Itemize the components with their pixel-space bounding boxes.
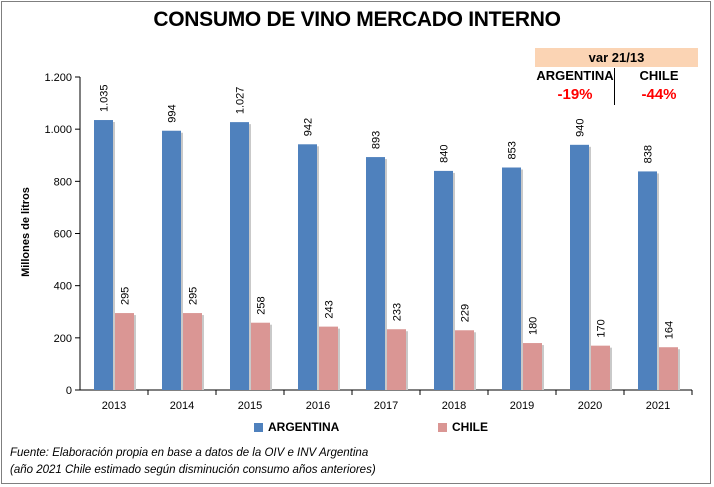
data-label: 853: [507, 141, 519, 159]
legend-item-argentina: ARGENTINA: [254, 420, 339, 434]
bar-chile: [115, 313, 134, 390]
x-tick-label: 2018: [442, 400, 466, 412]
variation-header: var 21/13: [535, 48, 698, 67]
legend-swatch-argentina: [254, 422, 263, 432]
bar-chile: [183, 313, 202, 390]
data-label: 994: [167, 104, 179, 122]
x-tick-label: 2020: [578, 400, 602, 412]
data-label: 942: [303, 118, 315, 136]
x-tick-label: 2017: [374, 400, 398, 412]
bar-chile: [387, 329, 406, 390]
y-tick-label: 600: [54, 229, 72, 241]
bar-argentina: [366, 157, 385, 390]
data-label: 229: [460, 304, 472, 322]
variation-chile-value: -44%: [641, 86, 677, 103]
legend-label-chile: CHILE: [452, 420, 488, 434]
legend-swatch-chile: [438, 422, 447, 432]
data-label: 258: [256, 296, 268, 314]
source-note-line2: (año 2021 Chile estimado según disminuci…: [10, 464, 376, 476]
variation-argentina-value: -19%: [557, 86, 593, 103]
bar-chile: [523, 343, 542, 390]
data-label: 1.035: [99, 85, 111, 113]
x-tick-label: 2016: [306, 400, 330, 412]
data-label: 940: [575, 118, 587, 136]
y-tick-label: 1.000: [44, 124, 72, 136]
bar-argentina: [638, 171, 657, 390]
bar-argentina: [298, 144, 317, 390]
y-tick-label: 0: [66, 385, 72, 397]
data-label: 893: [371, 131, 383, 149]
bar-argentina: [502, 167, 521, 390]
bar-argentina: [230, 122, 249, 390]
chart-title: CONSUMO DE VINO MERCADO INTERNO: [153, 8, 561, 31]
x-tick-label: 2013: [102, 400, 126, 412]
y-tick-label: 1.200: [44, 72, 72, 84]
y-tick-label: 200: [54, 333, 72, 345]
x-tick-label: 2019: [510, 400, 534, 412]
bar-chile: [319, 326, 338, 390]
variation-chile-label: CHILE: [639, 68, 679, 83]
legend-label-argentina: ARGENTINA: [268, 420, 340, 434]
data-label: 838: [643, 145, 655, 163]
x-tick-label: 2014: [170, 400, 194, 412]
bar-argentina: [570, 144, 589, 390]
bar-chile: [251, 322, 270, 390]
bar-argentina: [94, 120, 113, 390]
bar-chile: [455, 330, 474, 390]
x-tick-label: 2015: [238, 400, 262, 412]
source-note-line1: Fuente: Elaboración propia en base a dat…: [10, 447, 369, 459]
data-label: 164: [664, 321, 676, 339]
y-tick-label: 400: [54, 281, 72, 293]
bar-chile: [591, 345, 610, 390]
y-tick-label: 800: [54, 176, 72, 188]
bar-argentina: [434, 170, 453, 390]
data-label: 1.027: [235, 87, 247, 115]
data-label: 840: [439, 145, 451, 163]
x-tick-label: 2021: [646, 400, 670, 412]
data-label: 295: [188, 287, 200, 305]
data-label: 233: [392, 303, 404, 321]
data-label: 170: [596, 319, 608, 337]
data-label: 243: [324, 300, 336, 318]
legend-item-chile: CHILE: [438, 420, 488, 434]
data-label: 180: [528, 317, 540, 335]
bar-chile: [659, 347, 678, 390]
variation-argentina-label: ARGENTINA: [536, 68, 614, 83]
data-label: 295: [120, 287, 132, 305]
variation-divider: [614, 68, 615, 105]
bar-argentina: [162, 130, 181, 390]
